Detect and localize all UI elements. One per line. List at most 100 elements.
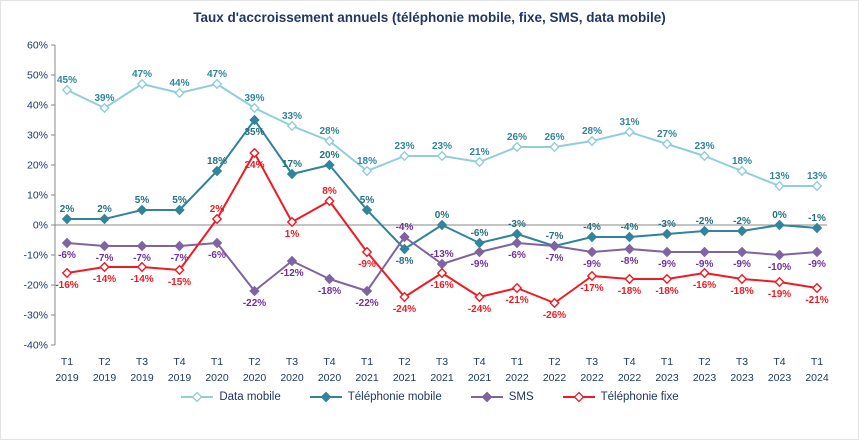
data-label: 20% [319,150,339,161]
data-label: -22% [243,298,266,309]
data-label: -6% [471,228,489,239]
x-axis-tick-label: 2023 [655,372,679,384]
data-label: 13% [769,171,789,182]
series-t-l-phonie-fixe: -16% -14% -14% -15% 2% 24% 1% 8% -9% -24% -16% -24%… [55,147,829,321]
data-label: -7% [96,253,114,264]
diamond-marker [211,237,223,249]
diamond-marker [174,240,185,252]
y-axis-tick-label: -20% [23,280,48,292]
x-axis-tick-label: 2021 [393,372,417,384]
diamond-marker [699,267,710,279]
legend-marker-icon [562,391,595,403]
x-axis-tick-label: T1 [811,356,823,368]
data-label: -3% [658,219,676,230]
diamond-marker [436,150,448,162]
diamond-marker [511,237,523,249]
data-label: -16% [693,280,716,291]
diamond-marker [436,219,448,231]
data-label: 5% [135,195,150,206]
data-label: -21% [805,295,828,306]
data-label: -18% [730,286,753,297]
data-label: 28% [319,126,339,137]
data-label: -15% [168,277,191,288]
diamond-marker [774,219,785,231]
data-label: 28% [582,126,602,137]
data-label: -4% [583,222,601,233]
legend-marker-icon [309,391,342,403]
data-label: -1% [808,213,826,224]
x-axis-tick-label: T4 [623,356,635,368]
data-label: 39% [94,93,114,104]
diamond-marker [774,276,785,288]
data-label: -6% [58,250,76,261]
diamond-marker [211,78,223,90]
diamond-marker [661,228,673,240]
diamond-marker [399,150,410,162]
data-label: -2% [696,216,714,227]
line-chart-plot: 60% 50% 40% 30% 20% 10% 0% -10% -20% -30% -40% T1 20… [23,40,829,385]
data-label: -6% [508,250,526,261]
diamond-marker [399,243,410,255]
series-line [66,83,818,187]
data-label: 23% [394,141,414,152]
diamond-marker [774,249,785,261]
data-label: 5% [360,195,375,206]
legend-label: SMS [508,391,534,403]
diamond-marker [61,267,73,279]
diamond-marker [624,273,635,285]
x-axis-tick-label: 2023 [730,372,754,384]
legend-item-t-l-phonie-fixe: Téléphonie fixe [562,391,679,403]
data-label: -3% [508,219,526,230]
x-axis-tick-label: T1 [361,356,373,368]
series-t-l-phonie-mobile: 2% 2% 5% 5% 18% 35% 17% 20% 5% -8% 0% -6% -3% -7% -4% -… [60,114,826,267]
x-axis-tick-label: 2019 [55,372,79,384]
x-axis-tick-label: 2020 [318,372,342,384]
data-label: -6% [208,250,226,261]
legend-marker-icon [470,391,503,403]
x-axis-tick-label: T2 [398,356,410,368]
diamond-marker [286,120,298,132]
data-label: -16% [430,280,453,291]
x-axis-tick-label: 2021 [430,372,454,384]
diamond-marker [211,213,223,225]
data-label: 47% [207,69,227,80]
legend-item-t-l-phonie-mobile: Téléphonie mobile [309,391,442,403]
series-sms: -6% -7% -7% -7% -6% -22% -12% -18% -22% -4% -13% -9… [58,222,826,309]
data-label: 26% [544,132,564,143]
diamond-marker [136,204,148,216]
diamond-marker [211,165,223,177]
x-axis-tick-label: T4 [773,356,785,368]
diamond-marker [174,87,185,99]
data-label: 2% [210,204,225,215]
data-label: -8% [396,256,414,267]
data-label: -7% [546,253,564,264]
legend-item-data-mobile: Data mobile [180,391,281,403]
data-label: 39% [244,93,264,104]
diamond-marker [474,246,485,258]
diamond-marker [324,273,335,285]
data-label: -4% [396,222,414,233]
diamond-marker [136,78,148,90]
x-axis-tick-label: 2021 [355,372,379,384]
x-axis-tick-label: 2020 [205,372,229,384]
diamond-marker [811,180,823,192]
diamond-marker [511,141,523,153]
diamond-marker [511,228,523,240]
x-axis-tick-label: T3 [286,356,298,368]
diamond-marker [549,297,560,309]
diamond-marker [174,264,185,276]
diamond-marker [699,150,710,162]
data-label: 13% [807,171,827,182]
x-axis-tick-label: 2022 [505,372,529,384]
legend-marker-icon [181,391,214,403]
data-label: -8% [621,256,639,267]
diamond-marker [736,273,748,285]
y-axis-tick-label: -30% [23,310,48,322]
data-label: -14% [130,274,153,285]
data-label: -24% [468,304,491,315]
diamond-marker [249,285,260,297]
diamond-marker [661,246,673,258]
diamond-marker [511,282,523,294]
data-label: 18% [357,156,377,167]
